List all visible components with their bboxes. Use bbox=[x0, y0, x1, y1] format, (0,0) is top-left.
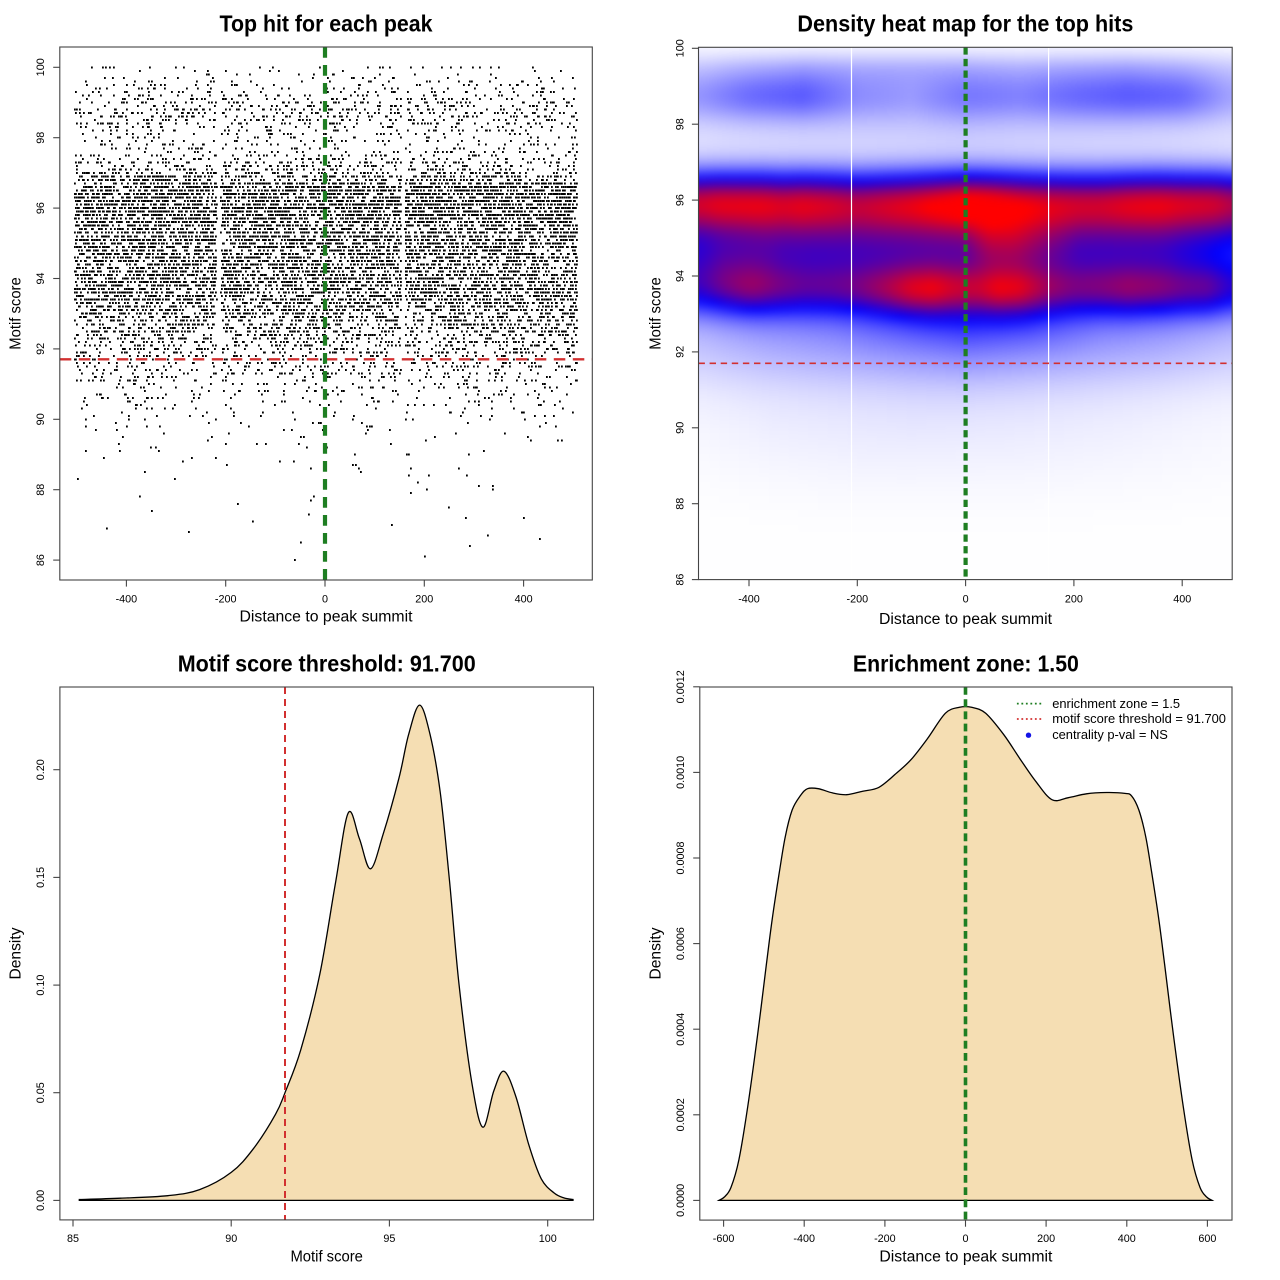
svg-text:86: 86 bbox=[675, 574, 687, 586]
svg-text:motif score threshold = 91.700: motif score threshold = 91.700 bbox=[1052, 711, 1226, 726]
svg-text:Distance to peak summit: Distance to peak summit bbox=[240, 609, 414, 626]
svg-text:Top hit for each peak: Top hit for each peak bbox=[220, 11, 433, 37]
svg-text:Enrichment zone: 1.50: Enrichment zone: 1.50 bbox=[853, 651, 1079, 677]
svg-text:96: 96 bbox=[35, 202, 47, 214]
svg-text:0: 0 bbox=[962, 1233, 968, 1245]
svg-text:100: 100 bbox=[35, 58, 47, 76]
svg-text:94: 94 bbox=[675, 270, 687, 282]
svg-text:98: 98 bbox=[675, 118, 687, 130]
svg-text:Distance to peak summit: Distance to peak summit bbox=[879, 1249, 1053, 1266]
svg-text:-400: -400 bbox=[738, 594, 760, 606]
svg-text:96: 96 bbox=[675, 194, 687, 206]
svg-text:98: 98 bbox=[35, 132, 47, 144]
svg-text:-400: -400 bbox=[116, 594, 138, 606]
svg-text:enrichment zone = 1.5: enrichment zone = 1.5 bbox=[1052, 696, 1180, 711]
svg-text:0.0006: 0.0006 bbox=[675, 927, 687, 960]
svg-text:95: 95 bbox=[383, 1233, 395, 1245]
svg-text:-600: -600 bbox=[713, 1233, 735, 1245]
svg-text:0.0008: 0.0008 bbox=[675, 841, 687, 874]
svg-text:100: 100 bbox=[675, 39, 687, 57]
svg-text:centrality p-val = NS: centrality p-val = NS bbox=[1052, 727, 1168, 742]
svg-text:90: 90 bbox=[225, 1233, 237, 1245]
svg-text:0.0004: 0.0004 bbox=[675, 1013, 687, 1046]
svg-text:-200: -200 bbox=[846, 594, 868, 606]
svg-text:0.0012: 0.0012 bbox=[675, 670, 687, 703]
svg-text:400: 400 bbox=[515, 594, 533, 606]
svg-text:100: 100 bbox=[539, 1233, 557, 1245]
svg-text:86: 86 bbox=[35, 554, 47, 566]
svg-text:-200: -200 bbox=[215, 594, 237, 606]
svg-text:200: 200 bbox=[1037, 1233, 1055, 1245]
svg-text:Density heat map for the top h: Density heat map for the top hits bbox=[797, 11, 1133, 37]
svg-text:400: 400 bbox=[1118, 1233, 1136, 1245]
svg-text:0: 0 bbox=[322, 594, 328, 606]
svg-text:600: 600 bbox=[1198, 1233, 1216, 1245]
svg-text:88: 88 bbox=[35, 484, 47, 496]
svg-text:Density: Density bbox=[8, 927, 25, 979]
svg-text:0.0010: 0.0010 bbox=[675, 756, 687, 789]
svg-text:200: 200 bbox=[1065, 594, 1083, 606]
svg-text:200: 200 bbox=[415, 594, 433, 606]
svg-text:Motif score threshold: 91.700: Motif score threshold: 91.700 bbox=[178, 651, 476, 677]
svg-text:Motif score: Motif score bbox=[290, 1249, 363, 1266]
svg-text:0.0000: 0.0000 bbox=[675, 1184, 687, 1217]
svg-text:400: 400 bbox=[1173, 594, 1191, 606]
svg-text:85: 85 bbox=[67, 1233, 79, 1245]
svg-text:0.15: 0.15 bbox=[35, 867, 47, 888]
svg-text:Motif score: Motif score bbox=[648, 277, 665, 350]
svg-text:94: 94 bbox=[35, 272, 47, 284]
svg-text:-200: -200 bbox=[874, 1233, 896, 1245]
svg-text:92: 92 bbox=[35, 343, 47, 355]
svg-text:90: 90 bbox=[35, 413, 47, 425]
svg-text:88: 88 bbox=[675, 498, 687, 510]
svg-text:Distance to peak summit: Distance to peak summit bbox=[879, 611, 1053, 628]
svg-text:0.0002: 0.0002 bbox=[675, 1098, 687, 1131]
svg-text:Density: Density bbox=[648, 927, 665, 979]
svg-text:0: 0 bbox=[963, 594, 969, 606]
svg-text:-400: -400 bbox=[793, 1233, 815, 1245]
svg-text:0.20: 0.20 bbox=[35, 759, 47, 780]
svg-text:0.05: 0.05 bbox=[35, 1082, 47, 1103]
svg-text:Motif score: Motif score bbox=[8, 277, 25, 350]
svg-text:92: 92 bbox=[675, 346, 687, 358]
svg-text:90: 90 bbox=[675, 422, 687, 434]
svg-text:0.00: 0.00 bbox=[35, 1190, 47, 1211]
svg-text:0.10: 0.10 bbox=[35, 975, 47, 996]
